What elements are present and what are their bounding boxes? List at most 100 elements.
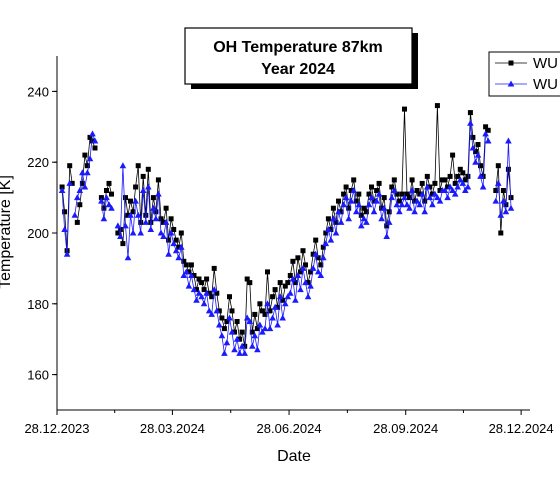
data-point: [198, 293, 205, 300]
data-point: [371, 198, 377, 204]
data-point: [421, 208, 428, 215]
legend-marker-1: [508, 60, 514, 66]
data-point: [432, 180, 438, 186]
data-point: [211, 265, 217, 271]
data-point: [200, 300, 208, 307]
data-point: [243, 314, 251, 321]
data-point: [447, 173, 453, 179]
data-point: [368, 194, 375, 201]
data-point: [467, 119, 474, 126]
data-point: [161, 219, 166, 225]
data-point: [418, 190, 426, 197]
data-point: [507, 204, 515, 211]
data-point: [308, 269, 314, 275]
data-point: [272, 287, 278, 293]
data-point: [221, 349, 228, 356]
data-point: [413, 197, 421, 204]
data-point: [254, 346, 261, 353]
data-point: [265, 269, 270, 275]
data-point: [266, 325, 274, 332]
data-point: [66, 179, 73, 186]
data-point: [237, 336, 243, 342]
data-point: [252, 311, 258, 317]
data-point: [330, 205, 336, 211]
data-point: [224, 319, 230, 324]
data-point: [363, 218, 370, 225]
series-line: [117, 105, 489, 347]
data-point: [495, 179, 502, 186]
data-point: [396, 208, 403, 215]
data-point: [500, 188, 506, 193]
data-point: [393, 201, 401, 208]
data-point: [310, 251, 316, 257]
data-point: [450, 152, 456, 158]
data-point: [299, 264, 307, 271]
legend-label-1: WU: [533, 55, 558, 72]
data-point: [173, 237, 179, 243]
data-point: [61, 226, 68, 232]
data-point: [330, 215, 337, 222]
data-point: [294, 272, 302, 278]
data-point: [427, 184, 433, 190]
data-point: [457, 176, 464, 183]
data-point: [386, 209, 392, 215]
data-point: [297, 286, 304, 293]
data-point: [208, 310, 215, 317]
data-point: [275, 304, 281, 310]
data-point: [115, 230, 121, 236]
data-point: [508, 195, 514, 201]
data-point: [287, 289, 294, 296]
data-point: [254, 326, 260, 332]
data-point: [500, 197, 507, 204]
data-point: [143, 212, 149, 218]
data-point: [170, 240, 177, 247]
data-point: [67, 163, 73, 169]
data-point: [232, 329, 237, 335]
data-point: [424, 183, 431, 190]
series-2: [58, 119, 515, 356]
data-point: [391, 187, 398, 193]
data-point: [167, 229, 175, 236]
data-point: [284, 293, 292, 300]
data-point: [369, 184, 374, 190]
data-point: [195, 289, 203, 296]
data-point: [63, 250, 71, 257]
data-point: [325, 226, 332, 232]
data-point: [132, 197, 139, 204]
data-point: [314, 268, 322, 275]
data-point: [365, 201, 373, 208]
data-point: [214, 290, 220, 296]
data-point: [261, 325, 269, 332]
data-point: [191, 273, 197, 278]
data-point: [74, 219, 80, 225]
data-point: [239, 329, 245, 335]
data-point: [247, 280, 253, 286]
x-tick-label: 28.03.2024: [140, 421, 205, 436]
data-point: [396, 198, 402, 204]
data-point: [475, 142, 481, 147]
data-point: [366, 191, 372, 197]
data-point: [172, 247, 180, 254]
data-point: [201, 287, 207, 293]
data-point: [100, 215, 108, 222]
data-point: [165, 250, 172, 257]
data-point: [183, 268, 190, 275]
data-point: [404, 191, 410, 197]
data-point: [361, 205, 367, 211]
data-point: [419, 180, 425, 186]
data-point: [322, 240, 330, 247]
series-layer: [58, 103, 515, 356]
data-point: [138, 219, 144, 225]
data-point: [155, 177, 161, 183]
data-point: [343, 184, 349, 190]
data-point: [279, 314, 286, 321]
data-point: [262, 311, 268, 317]
data-point: [241, 349, 248, 356]
data-point: [391, 177, 397, 183]
data-point: [483, 124, 489, 130]
data-point: [424, 173, 430, 179]
data-point: [280, 297, 286, 303]
data-point: [134, 211, 142, 218]
data-point: [137, 229, 144, 236]
data-point: [114, 222, 122, 229]
